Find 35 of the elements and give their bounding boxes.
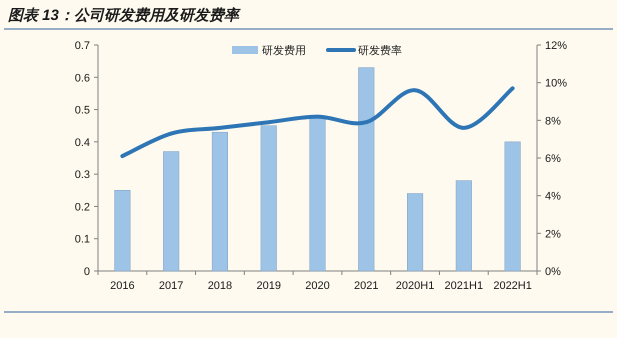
y2-tick-label: 4% (545, 190, 562, 203)
bar (504, 142, 521, 272)
chart-title: 图表 13：公司研发费用及研发费率 (8, 6, 241, 24)
y-tick-label: 0.3 (74, 169, 90, 182)
x-tick-label: 2016 (110, 280, 135, 292)
y-tick-label: 0.6 (74, 72, 90, 84)
x-tick-label: 2018 (208, 280, 232, 292)
y-tick-label: 0 (84, 266, 90, 278)
y2-tick-label: 2% (545, 228, 562, 240)
bar (260, 125, 277, 272)
bar (114, 190, 130, 272)
legend-label: 研发费率 (358, 44, 402, 57)
bar (456, 180, 472, 272)
x-tick-label: 2020 (305, 280, 330, 292)
x-tick-label: 2019 (256, 280, 281, 292)
legend-label: 研发费用 (262, 44, 306, 57)
x-tick-label: 2022H1 (493, 280, 532, 292)
y-tick-label: 0.2 (74, 201, 90, 214)
bar (358, 67, 374, 272)
y-tick-label: 0.7 (74, 40, 90, 52)
bar (407, 193, 424, 272)
y2-tick-label: 8% (545, 115, 562, 128)
x-tick-label: 2017 (158, 280, 184, 292)
y2-tick-label: 10% (545, 78, 568, 90)
y-tick-label: 0.1 (74, 234, 90, 246)
x-tick-label: 2021 (354, 280, 379, 292)
y-tick-label: 0.4 (74, 136, 90, 149)
x-tick-label: 2020H1 (396, 280, 434, 292)
y2-tick-label: 12% (545, 40, 568, 52)
y2-tick-label: 6% (545, 153, 562, 165)
x-tick-label: 2021H1 (444, 280, 484, 292)
y-tick-label: 0.5 (74, 104, 90, 117)
y2-tick-label: 0% (545, 266, 562, 278)
bar (212, 132, 228, 272)
bar (163, 151, 180, 272)
